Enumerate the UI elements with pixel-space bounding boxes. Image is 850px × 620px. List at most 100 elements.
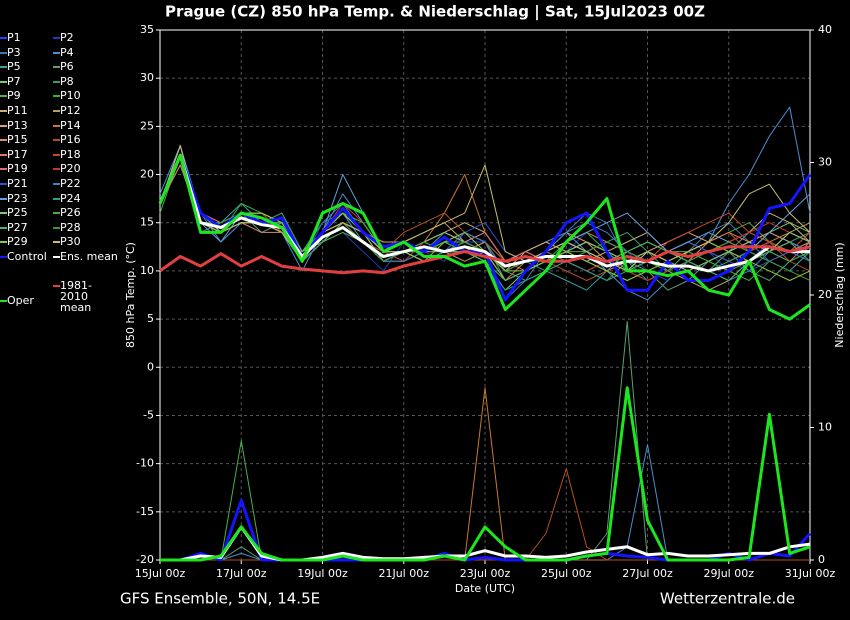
y-tick-label: -20 bbox=[136, 553, 154, 566]
legend-label: P17 bbox=[7, 147, 28, 161]
legend-swatch bbox=[53, 51, 60, 54]
y2-tick-label: 30 bbox=[818, 156, 832, 169]
legend-swatch bbox=[53, 80, 60, 83]
legend-item: P18 bbox=[53, 149, 115, 164]
legend-label: 1981-2010 mean bbox=[60, 279, 92, 315]
legend-label: Oper bbox=[7, 293, 34, 307]
legend-label: P19 bbox=[7, 162, 28, 176]
legend-item: P27 bbox=[0, 222, 53, 237]
legend-label: P7 bbox=[7, 74, 21, 88]
legend-label: P13 bbox=[7, 118, 28, 132]
legend-item: P29 bbox=[0, 236, 53, 251]
legend-item: P9 bbox=[0, 90, 53, 105]
legend-item: Oper bbox=[0, 295, 53, 310]
y-tick-label: 15 bbox=[140, 216, 154, 229]
y2-tick-label: 0 bbox=[818, 553, 825, 566]
x-tick-label: 15Jul 00z bbox=[135, 567, 186, 580]
legend-swatch bbox=[0, 124, 7, 127]
legend-label: P16 bbox=[60, 133, 81, 147]
y-tick-label: 5 bbox=[147, 312, 154, 325]
legend-swatch bbox=[0, 37, 7, 39]
legend-item: P26 bbox=[53, 207, 115, 222]
legend-swatch bbox=[0, 139, 7, 142]
legend-label: P22 bbox=[60, 176, 81, 190]
legend-swatch bbox=[0, 182, 7, 185]
legend-swatch bbox=[53, 168, 60, 171]
legend-swatch bbox=[53, 212, 60, 215]
legend-item: P24 bbox=[53, 193, 115, 208]
legend-item: P1 bbox=[0, 32, 53, 47]
x-tick-label: 27Jul 00z bbox=[622, 567, 673, 580]
legend-label: P28 bbox=[60, 220, 81, 234]
legend-swatch bbox=[53, 109, 60, 112]
legend-swatch bbox=[53, 197, 60, 200]
legend: P1 P2 P3 P4 P5 P6 P7 P8 P9 P10 P11 P12 P13 P14 P15 P16 P… bbox=[0, 32, 118, 313]
y2-tick-label: 20 bbox=[818, 288, 832, 301]
legend-label: P26 bbox=[60, 206, 81, 220]
chart-title: Prague (CZ) 850 hPa Temp. & Niederschlag… bbox=[165, 3, 705, 22]
legend-item: 1981-2010 mean bbox=[53, 280, 113, 313]
legend-label: P1 bbox=[7, 31, 21, 44]
legend-swatch bbox=[53, 285, 60, 288]
legend-label: Ens. mean bbox=[60, 249, 118, 263]
y-tick-label: 10 bbox=[140, 264, 154, 277]
legend-label: P23 bbox=[7, 191, 28, 205]
legend-item: P7 bbox=[0, 76, 53, 91]
y-axis-label: 850 hPa Temp. (°C) bbox=[124, 242, 137, 348]
legend-item: P12 bbox=[53, 105, 115, 120]
legend-item: P8 bbox=[53, 76, 115, 91]
legend-item: P30 bbox=[53, 236, 115, 251]
legend-item: P21 bbox=[0, 178, 53, 193]
y-tick-label: 30 bbox=[140, 71, 154, 84]
legend-item: Control bbox=[0, 251, 53, 266]
legend-swatch bbox=[53, 226, 60, 229]
legend-item: P15 bbox=[0, 134, 53, 149]
legend-swatch bbox=[0, 153, 7, 156]
legend-label: P9 bbox=[7, 89, 21, 103]
x-tick-label: 19Jul 00z bbox=[297, 567, 348, 580]
y2-tick-label: 10 bbox=[818, 421, 832, 434]
y2-axis-label: Niederschlag (mm) bbox=[833, 242, 846, 347]
legend-label: P5 bbox=[7, 60, 21, 74]
legend-swatch bbox=[53, 139, 60, 142]
temp-line bbox=[158, 153, 811, 321]
legend-item: P28 bbox=[53, 222, 115, 237]
legend-swatch bbox=[0, 95, 7, 98]
legend-item: P10 bbox=[53, 90, 115, 105]
precip-line bbox=[160, 525, 811, 562]
legend-item: P20 bbox=[53, 163, 115, 178]
legend-swatch bbox=[53, 95, 60, 98]
legend-label: P30 bbox=[60, 235, 81, 249]
legend-swatch bbox=[0, 51, 7, 54]
x-tick-label: 17Jul 00z bbox=[216, 567, 267, 580]
legend-item: P2 bbox=[53, 32, 115, 47]
legend-swatch bbox=[0, 212, 7, 215]
legend-item: P25 bbox=[0, 207, 53, 222]
legend-label: P3 bbox=[7, 45, 21, 59]
y-tick-label: 20 bbox=[140, 168, 154, 181]
legend-label: P20 bbox=[60, 162, 81, 176]
legend-label: P2 bbox=[60, 31, 74, 44]
legend-item: P5 bbox=[0, 61, 53, 76]
y-tick-label: 25 bbox=[140, 119, 154, 132]
legend-swatch bbox=[0, 226, 7, 229]
legend-swatch bbox=[53, 255, 60, 258]
x-tick-label: 21Jul 00z bbox=[378, 567, 429, 580]
legend-label: P15 bbox=[7, 133, 28, 147]
legend-item: P11 bbox=[0, 105, 53, 120]
legend-item: P6 bbox=[53, 61, 115, 76]
x-tick-label: 29Jul 00z bbox=[703, 567, 754, 580]
temp-line bbox=[159, 245, 811, 275]
legend-swatch bbox=[53, 66, 60, 69]
legend-label: P29 bbox=[7, 235, 28, 249]
legend-label: P6 bbox=[60, 60, 74, 74]
y-tick-label: -15 bbox=[136, 505, 154, 518]
legend-swatch bbox=[0, 197, 7, 200]
legend-item: P22 bbox=[53, 178, 115, 193]
legend-label: Control bbox=[7, 249, 47, 263]
legend-swatch bbox=[53, 153, 60, 156]
y-tick-label: 35 bbox=[140, 23, 154, 36]
source-left: GFS Ensemble, 50N, 14.5E bbox=[120, 590, 320, 608]
x-axis-label: Date (UTC) bbox=[455, 582, 515, 595]
